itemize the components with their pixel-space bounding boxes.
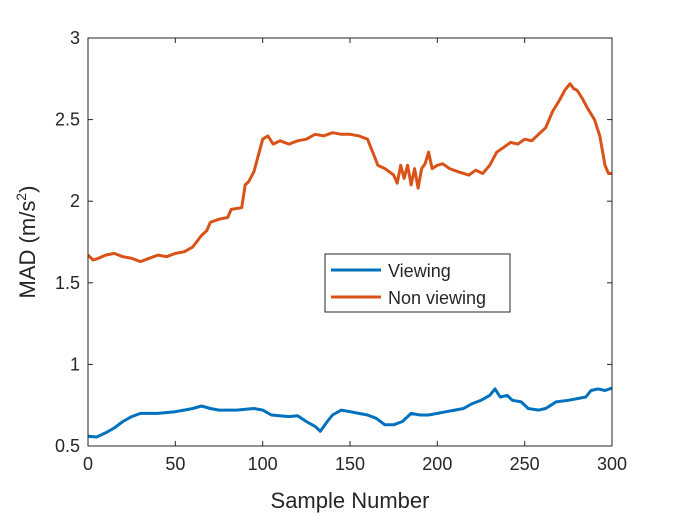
y-tick-label: 1.5 bbox=[55, 273, 80, 293]
y-tick-label: 2.5 bbox=[55, 110, 80, 130]
y-tick-label: 3 bbox=[70, 28, 80, 48]
ticks-layer: 0 50 100 150 200 250 300 0.5 1 1.5 2 2.5 3 bbox=[55, 28, 627, 474]
legend: Viewing Non viewing bbox=[324, 253, 511, 313]
x-tick-label: 150 bbox=[335, 454, 365, 474]
x-tick-label: 300 bbox=[597, 454, 627, 474]
x-tick-label: 250 bbox=[510, 454, 540, 474]
x-tick-label: 200 bbox=[422, 454, 452, 474]
y-tick-label: 1 bbox=[70, 354, 80, 374]
series-layer bbox=[86, 82, 613, 439]
y-tick-label: 2 bbox=[70, 191, 80, 211]
x-tick-label: 100 bbox=[248, 454, 278, 474]
legend-label-non-viewing: Non viewing bbox=[388, 288, 486, 308]
legend-box bbox=[324, 253, 511, 313]
legend-label-viewing: Viewing bbox=[388, 261, 451, 281]
x-tick-label: 0 bbox=[83, 454, 93, 474]
y-axis-label: MAD (m/s2) bbox=[13, 186, 40, 299]
series-line-non-viewing bbox=[86, 82, 612, 264]
series-line-viewing bbox=[87, 386, 613, 439]
y-tick-label: 0.5 bbox=[55, 436, 80, 456]
axes-box bbox=[87, 37, 613, 447]
y-axis-label-close: ) bbox=[15, 186, 40, 193]
y-axis-label-main: MAD (m/s bbox=[15, 201, 40, 299]
x-tick-label: 50 bbox=[165, 454, 185, 474]
x-axis-label: Sample Number bbox=[271, 488, 430, 513]
y-axis-label-superscript: 2 bbox=[13, 193, 29, 201]
